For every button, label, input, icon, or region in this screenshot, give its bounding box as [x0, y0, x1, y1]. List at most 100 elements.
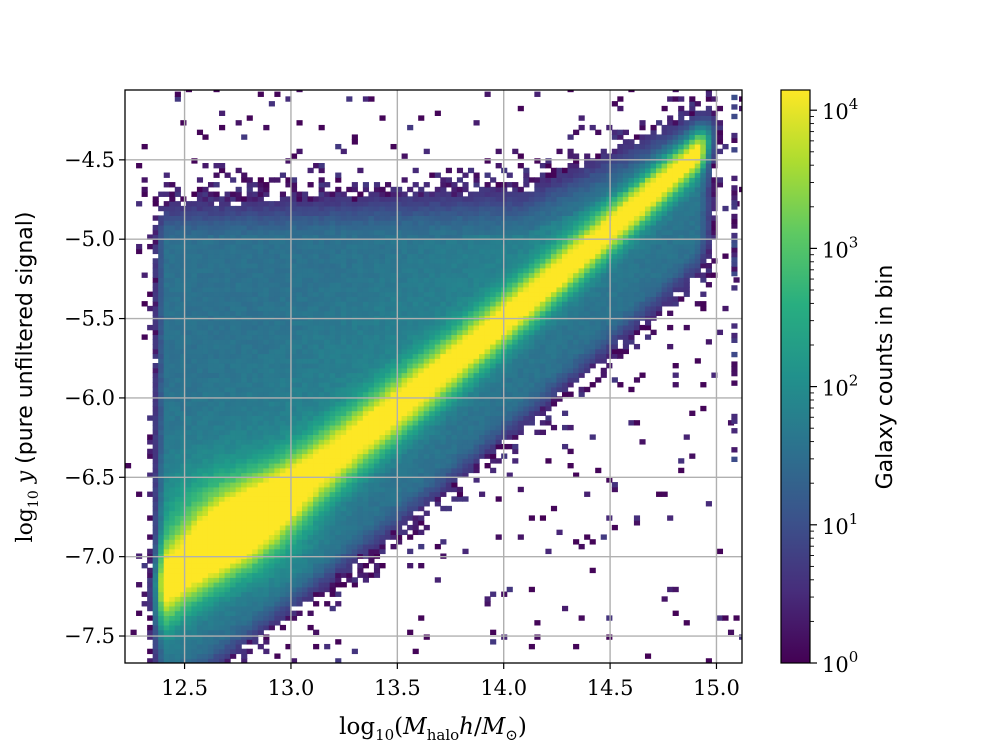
heat-cell	[313, 339, 320, 345]
heat-cell	[368, 277, 375, 283]
heat-cell	[285, 524, 292, 531]
heat-cell	[313, 220, 320, 226]
heat-cell	[368, 239, 375, 245]
heat-cell	[302, 434, 309, 440]
heat-cell	[351, 548, 358, 555]
heat-cell	[412, 391, 419, 397]
heat-cell	[357, 277, 364, 283]
heat-cell	[307, 282, 314, 288]
heat-cell	[241, 439, 248, 445]
heat-cell	[207, 291, 215, 297]
heat-cell	[451, 191, 458, 197]
heat-cell	[384, 382, 392, 388]
heat-cell	[196, 629, 204, 636]
heat-cell	[274, 401, 281, 407]
heat-cell	[185, 543, 192, 550]
heat-cell	[230, 405, 237, 412]
heat-cell	[368, 353, 375, 359]
heat-cell	[169, 615, 176, 621]
heat-cell	[368, 363, 375, 369]
heat-cell	[241, 410, 248, 416]
heat-cell	[296, 90, 303, 93]
heat-cell	[235, 329, 242, 336]
heat-cell	[257, 210, 264, 216]
heat-cell	[207, 505, 215, 512]
heat-cell	[213, 210, 220, 216]
heat-cell	[357, 534, 364, 540]
heat-cell	[246, 296, 253, 302]
heat-cell	[434, 243, 441, 250]
heat-cell	[307, 586, 314, 593]
heat-cell	[257, 424, 264, 431]
heat-cell	[169, 539, 176, 545]
heat-cell	[346, 267, 353, 274]
heat-cell	[207, 424, 215, 431]
heat-cell	[158, 467, 165, 474]
heat-cell	[418, 543, 425, 550]
heat-cell	[357, 253, 364, 259]
heat-cell	[279, 543, 287, 550]
heat-cell	[246, 405, 253, 412]
heat-cell	[285, 505, 292, 512]
heat-cell	[252, 624, 259, 631]
heat-cell	[429, 410, 436, 416]
heat-cell	[324, 420, 331, 426]
heat-cell	[274, 367, 281, 374]
heat-cell	[307, 510, 314, 516]
heat-cell	[396, 382, 403, 388]
heat-cell	[445, 410, 452, 416]
heat-cell	[252, 210, 259, 216]
heat-cell	[296, 491, 303, 497]
heat-cell	[263, 410, 270, 416]
heat-cell	[263, 605, 270, 612]
heat-cell	[384, 329, 392, 336]
heat-cell	[351, 186, 358, 193]
heat-cell	[191, 567, 198, 574]
heat-cell	[373, 220, 381, 226]
heat-cell	[219, 624, 226, 631]
heat-cell	[324, 210, 331, 216]
heat-cell	[180, 496, 187, 502]
heat-cell	[324, 524, 331, 531]
heat-cell	[379, 515, 386, 521]
heat-cell	[235, 277, 242, 283]
heat-cell	[252, 501, 259, 507]
heat-cell	[263, 610, 270, 616]
heat-cell	[152, 301, 159, 307]
heat-cell	[384, 420, 392, 426]
heat-cell	[451, 339, 458, 345]
heat-cell	[368, 348, 375, 355]
heat-cell	[202, 382, 209, 388]
heat-cell	[418, 339, 425, 345]
heat-cell	[335, 305, 342, 312]
heat-cell	[456, 372, 464, 378]
heat-cell	[384, 182, 392, 188]
heat-cell	[456, 382, 464, 388]
heat-cell	[335, 229, 342, 236]
heat-cell	[207, 620, 215, 626]
heat-cell	[279, 610, 287, 616]
heat-cell	[180, 548, 187, 555]
heat-cell	[235, 539, 242, 545]
heat-cell	[158, 582, 165, 588]
heat-cell	[219, 643, 226, 650]
heat-cell	[241, 286, 248, 293]
heat-cell	[274, 443, 281, 450]
heat-cell	[384, 348, 392, 355]
heat-cell	[252, 310, 259, 316]
heat-cell	[246, 182, 253, 188]
heat-cell	[147, 586, 154, 593]
heat-cell	[257, 596, 264, 602]
heat-cell	[279, 520, 287, 526]
heat-cell	[163, 586, 170, 593]
heat-cell	[246, 429, 253, 436]
heat-cell	[346, 363, 353, 369]
heat-cell	[219, 391, 226, 397]
heat-cell	[191, 248, 198, 255]
heat-cell	[230, 286, 237, 293]
heat-cell	[246, 529, 253, 536]
heat-cell	[440, 191, 447, 197]
heat-cell	[169, 310, 176, 316]
heat-cell	[235, 196, 242, 202]
heat-cell	[373, 363, 381, 369]
